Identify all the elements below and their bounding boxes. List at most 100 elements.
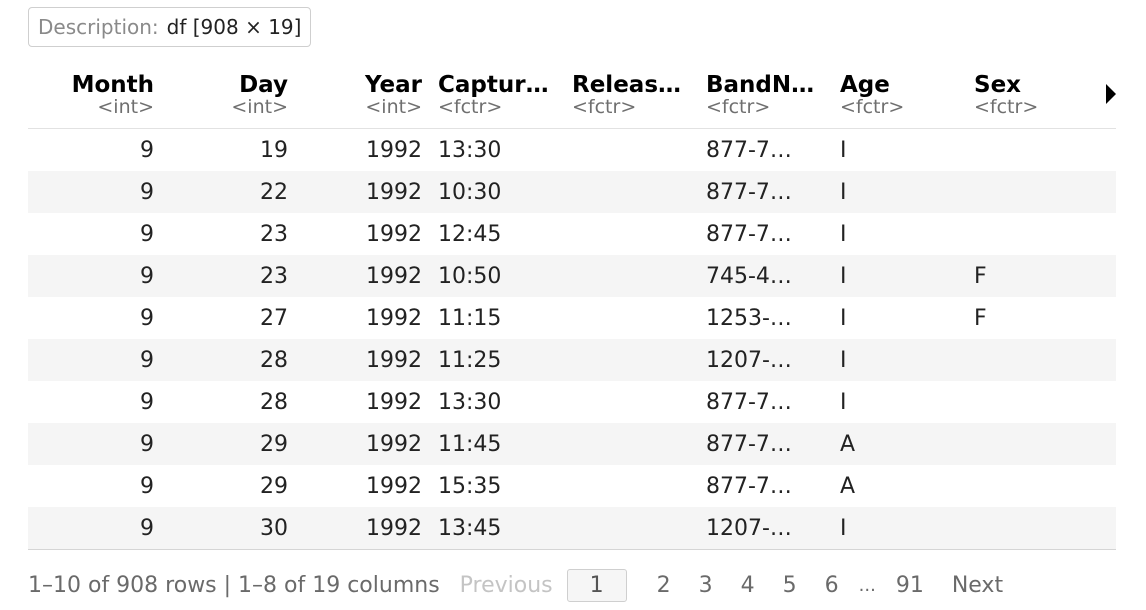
table-cell: 28 — [260, 389, 288, 415]
table-cell: 877-7… — [706, 221, 792, 247]
table-cell — [564, 465, 698, 507]
column-name: Captur… — [438, 72, 549, 97]
table-cell: 1992 — [296, 255, 430, 297]
table-cell: 29 — [260, 473, 288, 499]
previous-button[interactable]: Previous — [459, 572, 553, 598]
table-cell: 1207-… — [698, 507, 832, 550]
table-cell: 9 — [140, 473, 154, 499]
table-cell: 1992 — [296, 507, 430, 550]
table-cell — [966, 171, 1100, 213]
table-cell: 9 — [28, 255, 162, 297]
table-body: 9 19 1992 13:30 877-7… I 9 22 1992 10:30 877-7… I 9 2… — [28, 129, 1116, 550]
table-cell: 23 — [260, 221, 288, 247]
table-cell: 9 — [140, 137, 154, 163]
page-4[interactable]: 4 — [740, 572, 755, 598]
table-cell: 19 — [260, 137, 288, 163]
column-header-releas[interactable]: Releas… <fctr> — [564, 66, 698, 129]
row-filler — [1100, 213, 1116, 255]
column-type: <int> — [365, 96, 422, 118]
table-cell: 877-7… — [698, 171, 832, 213]
table-cell: 13:30 — [438, 389, 502, 415]
table-cell: 1992 — [296, 171, 430, 213]
column-header-month[interactable]: Month <int> — [28, 66, 162, 129]
table-row: 9 28 1992 13:30 877-7… I — [28, 381, 1116, 423]
row-filler — [1100, 507, 1116, 550]
column-name: Year — [364, 72, 422, 97]
table-cell: 29 — [162, 423, 296, 465]
table-cell — [564, 339, 698, 381]
table-cell: 23 — [162, 255, 296, 297]
pagination-footer: 1–10 of 908 rows | 1–8 of 19 columns Pre… — [28, 566, 1120, 604]
column-type: <int> — [231, 96, 288, 118]
row-filler — [1100, 423, 1116, 465]
table-row: 9 22 1992 10:30 877-7… I — [28, 171, 1116, 213]
column-header-year[interactable]: Year <int> — [296, 66, 430, 129]
table-cell — [564, 507, 698, 550]
table-row: 9 28 1992 11:25 1207-… I — [28, 339, 1116, 381]
table-cell — [564, 423, 698, 465]
column-header-sex[interactable]: Sex <fctr> — [966, 66, 1100, 129]
row-filler — [1100, 297, 1116, 339]
column-type: <fctr> — [706, 96, 771, 118]
page-1[interactable]: 1 — [566, 568, 627, 602]
table-cell: 11:25 — [430, 339, 564, 381]
column-header-bandn[interactable]: BandN… <fctr> — [698, 66, 832, 129]
table-cell: 1992 — [366, 305, 422, 331]
table-cell: 10:50 — [430, 255, 564, 297]
table-cell: 9 — [140, 221, 154, 247]
table-cell: 13:45 — [430, 507, 564, 550]
table-cell: 1992 — [296, 423, 430, 465]
table-cell: 877-7… — [698, 423, 832, 465]
table-cell: A — [840, 473, 856, 499]
pagination-ellipsis: ... — [858, 574, 876, 596]
table-cell: 1992 — [296, 339, 430, 381]
table-cell: 1207-… — [698, 339, 832, 381]
page-last[interactable]: 91 — [895, 572, 924, 598]
description-box: Description: df [908 × 19] — [28, 7, 312, 47]
table-cell: 9 — [28, 423, 162, 465]
column-type: <int> — [97, 96, 154, 118]
column-header-captur[interactable]: Captur… <fctr> — [430, 66, 564, 129]
table-cell: 1992 — [366, 389, 422, 415]
row-column-info: 1–10 of 908 rows | 1–8 of 19 columns — [28, 572, 440, 598]
table-cell: 10:30 — [430, 171, 564, 213]
table-cell — [564, 129, 698, 172]
table-row: 9 23 1992 10:50 745-4… I F — [28, 255, 1116, 297]
table-cell: 9 — [28, 507, 162, 550]
table-cell — [966, 423, 1100, 465]
next-button[interactable]: Next — [951, 572, 1004, 598]
table-cell — [966, 339, 1100, 381]
column-name: Month — [71, 72, 154, 97]
column-header-day[interactable]: Day <int> — [162, 66, 296, 129]
table-cell: 11:45 — [430, 423, 564, 465]
table-cell: I — [832, 255, 966, 297]
column-name: Releas… — [572, 72, 682, 97]
page-2[interactable]: 2 — [656, 572, 671, 598]
triangle-right-icon — [1106, 84, 1116, 104]
column-header-age[interactable]: Age <fctr> — [832, 66, 966, 129]
table-cell: F — [966, 255, 1100, 297]
table-cell — [966, 381, 1100, 423]
table-cell: 877-7… — [706, 473, 792, 499]
table-row: 9 27 1992 11:15 1253-… I F — [28, 297, 1116, 339]
table-cell: 9 — [28, 171, 162, 213]
table-cell — [564, 255, 698, 297]
table-cell: 9 — [28, 339, 162, 381]
table-cell — [564, 381, 698, 423]
column-type: <fctr> — [572, 96, 637, 118]
table-cell: 12:45 — [438, 221, 502, 247]
table-cell: 9 — [140, 389, 154, 415]
row-filler — [1100, 255, 1116, 297]
table-cell: I — [840, 221, 847, 247]
page-5[interactable]: 5 — [782, 572, 797, 598]
column-name: Day — [239, 72, 288, 97]
row-filler — [1100, 171, 1116, 213]
column-type: <fctr> — [840, 96, 905, 118]
page-3[interactable]: 3 — [698, 572, 713, 598]
column-name: BandN… — [706, 72, 815, 97]
page-6[interactable]: 6 — [824, 572, 839, 598]
table-cell: 22 — [162, 171, 296, 213]
next-columns-button[interactable] — [1100, 66, 1116, 129]
description-label: Description: — [38, 15, 159, 39]
table-cell — [966, 129, 1100, 172]
